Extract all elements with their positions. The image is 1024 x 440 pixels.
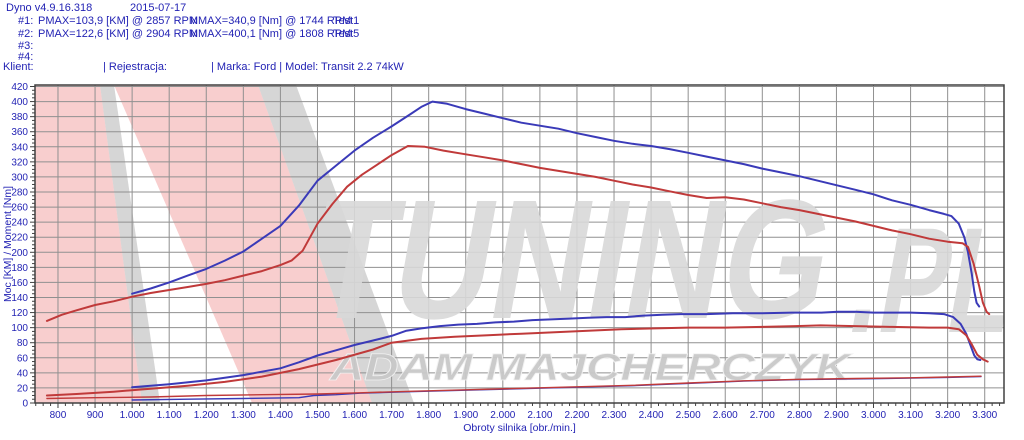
y-tick-label: 360 — [11, 127, 28, 138]
y-tick-label: 420 — [11, 82, 28, 93]
x-tick-label: 2.300 — [602, 410, 627, 421]
x-tick-label: 800 — [50, 410, 67, 421]
watermark-v-right-shadow — [258, 85, 414, 403]
x-tick-label: 1.100 — [157, 410, 182, 421]
y-tick-label: 160 — [11, 278, 28, 289]
y-tick-label: 220 — [11, 233, 28, 244]
loss-test1-red-curve — [46, 375, 982, 400]
x-tick-label: 900 — [87, 410, 104, 421]
y-tick-label: 120 — [11, 308, 28, 319]
run1-test: Test1 — [333, 15, 360, 27]
watermark-v-left-shadow — [100, 85, 160, 403]
client-label: Klient: — [3, 61, 34, 73]
x-tick-label: 1.200 — [194, 410, 219, 421]
plot-border — [34, 84, 1005, 404]
y-tick-label: 340 — [11, 142, 28, 153]
x-tick-label: 2.500 — [676, 410, 701, 421]
run2-test: Test5 — [333, 28, 360, 40]
watermark-tuning-text: TUNING — [299, 165, 847, 355]
x-tick-label: 3.000 — [861, 410, 886, 421]
run1-nmax: NMAX=340,9 [Nm] @ 1744 RPM — [190, 15, 352, 27]
y-tick-label: 140 — [11, 293, 28, 304]
x-tick-label: 1.000 — [120, 410, 145, 421]
x-tick-label: 2.000 — [490, 410, 515, 421]
y-tick-label: 40 — [17, 368, 29, 379]
x-tick-label: 2.900 — [824, 410, 849, 421]
registration-label: | Rejestracja: — [103, 61, 167, 73]
x-tick-label: 2.400 — [639, 410, 664, 421]
y-tick-label: 60 — [17, 353, 29, 364]
y-tick-label: 180 — [11, 263, 28, 274]
run4-id: #4: — [18, 51, 34, 63]
x-tick-label: 1.600 — [342, 410, 367, 421]
torque-test1-red-curve — [45, 145, 991, 322]
y-axis-title: Moc [KM] / Moment [Nm] — [2, 186, 14, 302]
x-tick-label: 1.700 — [379, 410, 404, 421]
watermark-v-left-arm — [35, 85, 142, 403]
x-tick-label: 3.100 — [898, 410, 923, 421]
x-tick-label: 1.500 — [305, 410, 330, 421]
y-tick-label: 280 — [11, 188, 28, 199]
x-tick-label: 3.200 — [935, 410, 960, 421]
watermark-name-text: ADAM MAJCHERCZYK — [329, 347, 853, 389]
run3-id: #3: — [18, 40, 34, 52]
y-tick-label: 20 — [17, 383, 29, 394]
x-tick-label: 2.800 — [787, 410, 812, 421]
report-date: 2015-07-17 — [130, 2, 187, 14]
run1-pmax: PMAX=103,9 [KM] @ 2857 RPM — [38, 15, 199, 27]
y-tick-label: 400 — [11, 97, 28, 108]
x-tick-label: 2.700 — [750, 410, 775, 421]
x-tick-label: 3.300 — [972, 410, 997, 421]
x-tick-label: 1.800 — [416, 410, 441, 421]
torque-test5-blue-curve — [131, 100, 981, 308]
run2-pmax: PMAX=122,6 [KM] @ 2904 RPM — [38, 28, 199, 40]
y-tick-label: 100 — [11, 323, 28, 334]
run2-nmax: NMAX=400,1 [Nm] @ 1808 RPM — [190, 28, 352, 40]
grid — [35, 85, 1004, 403]
app-title: Dyno v4.9.16.318 — [6, 2, 93, 14]
power-test5-blue-curve — [131, 310, 982, 389]
x-tick-label: 2.200 — [564, 410, 589, 421]
x-tick-label: 1.400 — [268, 410, 293, 421]
y-tick-label: 260 — [11, 203, 28, 214]
axes: 0 20 40 60 80 100 120 140 160 180 200 220 240 260 280 3… — [2, 82, 1001, 434]
power-test1-red-curve — [45, 324, 989, 397]
x-tick-label: 2.600 — [713, 410, 738, 421]
run2-id: #2: — [18, 28, 34, 40]
x-tick-label: 1.900 — [453, 410, 478, 421]
y-tick-label: 200 — [11, 248, 28, 259]
watermark-pl-text: .PL — [839, 197, 1024, 365]
y-tick-label: 380 — [11, 112, 28, 123]
y-tick-label: 300 — [11, 172, 28, 183]
y-tick-label: 0 — [22, 399, 28, 410]
x-tick-label: 1.300 — [231, 410, 256, 421]
curves — [45, 100, 991, 401]
x-axis-title: Obroty silnika [obr./min.] — [463, 422, 576, 434]
brand-model-label: | Marka: Ford | Model: Transit 2.2 74kW — [211, 61, 404, 73]
run1-id: #1: — [18, 15, 34, 27]
x-tick-label: 2.100 — [527, 410, 552, 421]
y-tick-label: 320 — [11, 157, 28, 168]
y-tick-label: 80 — [17, 338, 29, 349]
y-tick-label: 240 — [11, 218, 28, 229]
